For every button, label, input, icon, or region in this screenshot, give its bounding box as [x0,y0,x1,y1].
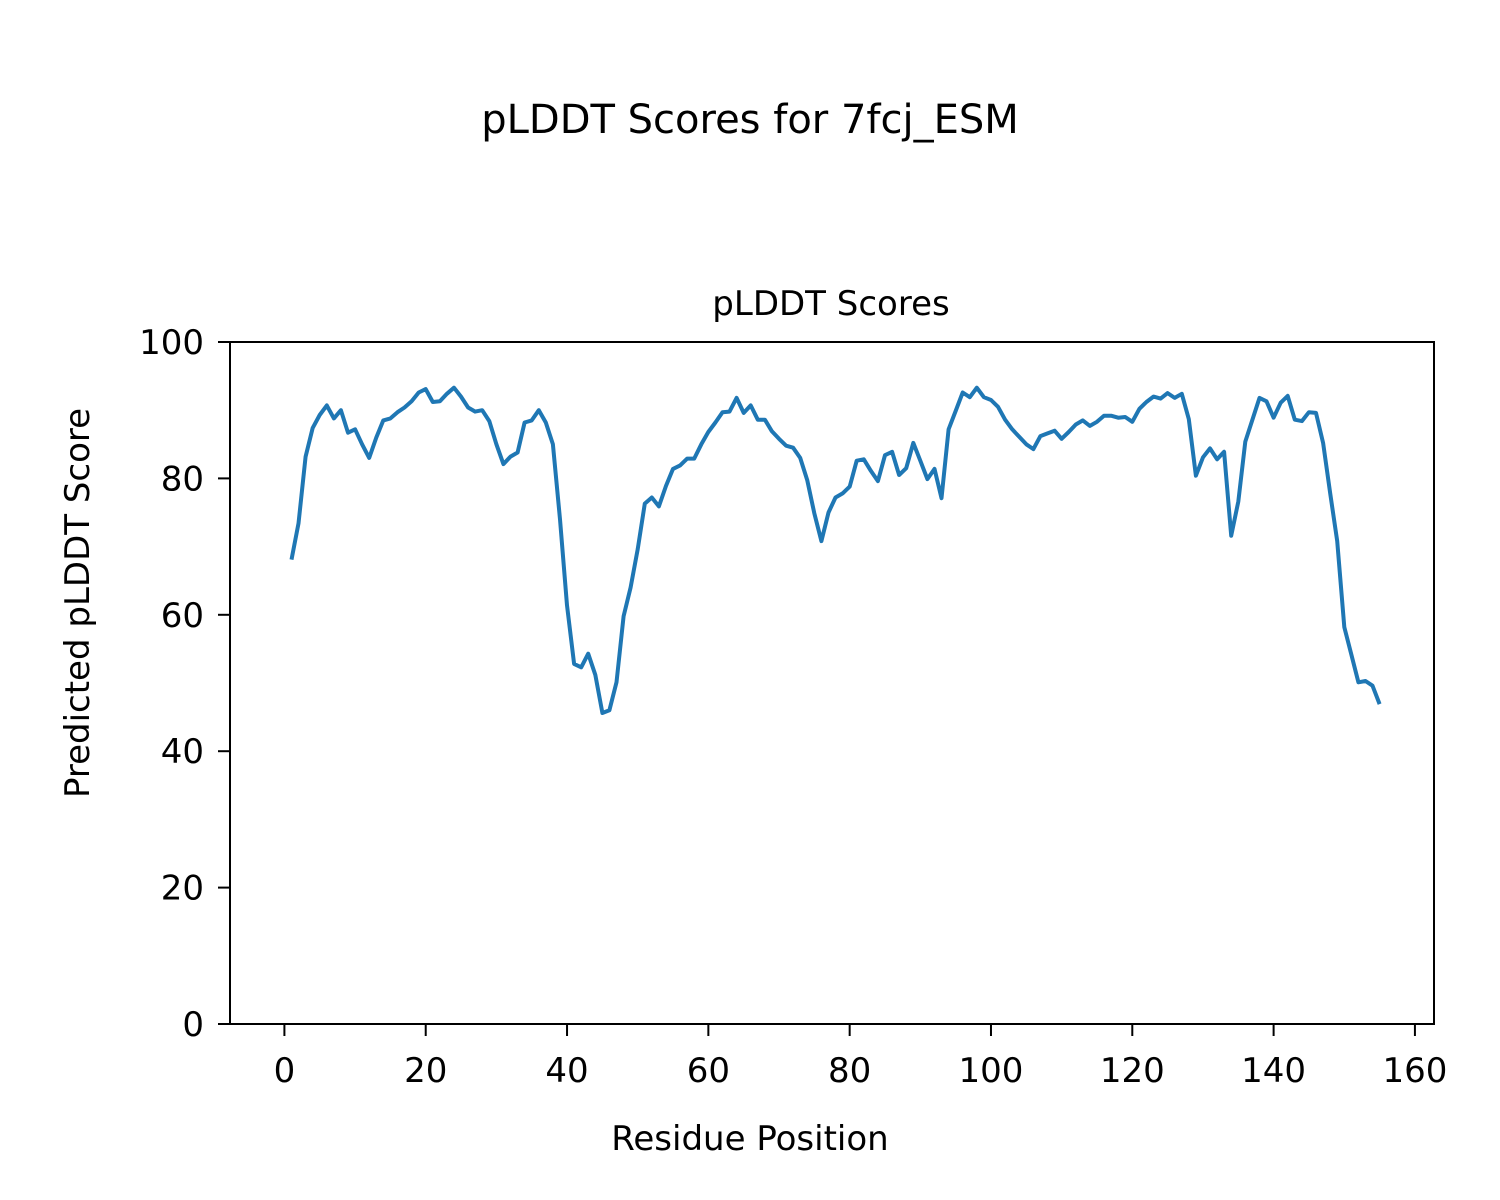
x-tick-label: 40 [545,1051,588,1091]
x-tick-label: 60 [687,1051,730,1091]
plot-frame [229,341,1435,1025]
y-tick-label: 40 [161,732,204,772]
x-axis-ticks: 0 20 40 60 80 100 120 140 160 [274,1024,1447,1091]
y-axis-label: Predicted pLDDT Score [58,408,98,798]
y-tick-label: 100 [139,323,204,363]
x-tick-label: 120 [1100,1051,1165,1091]
x-tick-label: 80 [828,1051,871,1091]
x-tick-label: 160 [1382,1051,1447,1091]
axes-title: pLDDT Scores [712,284,949,324]
x-tick-label: 100 [959,1051,1024,1091]
y-tick-label: 80 [161,459,204,499]
figure-suptitle: pLDDT Scores for 7fcj_ESM [481,97,1019,143]
y-tick-label: 20 [161,869,204,909]
x-tick-label: 20 [404,1051,447,1091]
x-axis-label: Residue Position [611,1119,888,1159]
pLDDT-series-line [289,385,1382,715]
plot-area [230,342,1434,1024]
y-tick-label: 0 [182,1005,204,1045]
y-tick-label: 60 [161,596,204,636]
y-axis-ticks: 0 20 40 60 80 100 [139,323,230,1045]
x-tick-label: 0 [274,1051,296,1091]
x-tick-label: 140 [1241,1051,1306,1091]
